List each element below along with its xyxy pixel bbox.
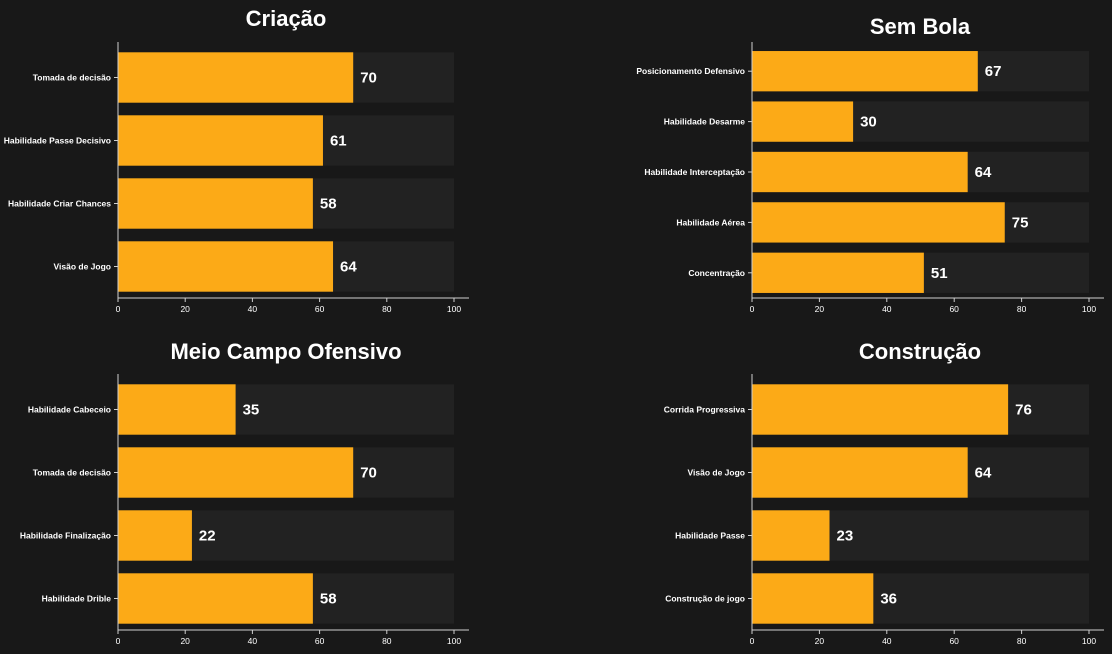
category-label: Habilidade Aérea xyxy=(676,217,745,227)
bar xyxy=(118,447,354,498)
data-label: 61 xyxy=(330,133,347,150)
bar xyxy=(118,573,313,624)
bar xyxy=(752,573,874,624)
category-label: Construção de jogo xyxy=(665,594,745,604)
data-label: 64 xyxy=(340,259,357,276)
x-tick-label: 60 xyxy=(315,304,325,314)
x-tick-label: 80 xyxy=(382,636,392,646)
x-tick-label: 0 xyxy=(116,636,121,646)
data-label: 23 xyxy=(837,528,854,545)
category-label: Habilidade Cabeceio xyxy=(28,405,111,415)
bar xyxy=(752,447,968,498)
category-label: Habilidade Passe xyxy=(675,531,745,541)
bar xyxy=(752,151,968,193)
x-tick-label: 20 xyxy=(180,304,190,314)
x-tick-label: 40 xyxy=(248,636,258,646)
data-label: 64 xyxy=(975,164,992,181)
x-tick-label: 60 xyxy=(315,636,325,646)
x-tick-label: 100 xyxy=(1082,304,1096,314)
x-tick-label: 100 xyxy=(447,304,461,314)
x-tick-label: 80 xyxy=(382,304,392,314)
data-label: 58 xyxy=(320,196,337,213)
chart-title: Sem Bola xyxy=(870,14,971,39)
x-tick-label: 40 xyxy=(882,636,892,646)
chart-title: Meio Campo Ofensivo xyxy=(170,339,401,364)
data-label: 67 xyxy=(985,63,1002,80)
x-tick-label: 20 xyxy=(180,636,190,646)
bar xyxy=(752,202,1005,243)
bar xyxy=(118,115,323,166)
category-label: Posicionamento Defensivo xyxy=(636,66,745,76)
data-label: 70 xyxy=(360,70,377,87)
data-label: 70 xyxy=(360,465,377,482)
x-tick-label: 60 xyxy=(949,304,959,314)
category-label: Habilidade Interceptação xyxy=(644,167,745,177)
bar xyxy=(752,101,854,142)
x-tick-label: 40 xyxy=(882,304,892,314)
x-tick-label: 80 xyxy=(1017,304,1027,314)
x-tick-label: 20 xyxy=(815,636,825,646)
category-label: Habilidade Passe Decisivo xyxy=(4,136,111,146)
data-label: 75 xyxy=(1012,214,1029,231)
category-label: Habilidade Finalização xyxy=(20,531,111,541)
bar xyxy=(118,178,313,229)
bar xyxy=(752,510,830,561)
category-label: Habilidade Criar Chances xyxy=(8,199,111,209)
data-label: 58 xyxy=(320,591,337,608)
x-tick-label: 40 xyxy=(248,304,258,314)
category-label: Habilidade Drible xyxy=(42,594,112,604)
bar xyxy=(118,52,354,103)
chart-panel-3: Meio Campo Ofensivo 35 Habilidade Cabeceio… xyxy=(20,339,469,646)
x-tick-label: 0 xyxy=(750,304,755,314)
category-label: Concentração xyxy=(688,268,745,278)
x-tick-label: 100 xyxy=(447,636,461,646)
x-tick-label: 80 xyxy=(1017,636,1027,646)
data-label: 51 xyxy=(931,265,948,282)
x-tick-label: 100 xyxy=(1082,636,1096,646)
chart-title: Construção xyxy=(859,339,981,364)
category-label: Habilidade Desarme xyxy=(664,117,746,127)
x-tick-label: 0 xyxy=(750,636,755,646)
category-label: Visão de Jogo xyxy=(54,262,111,272)
data-label: 35 xyxy=(243,402,260,419)
data-label: 22 xyxy=(199,528,216,545)
data-label: 30 xyxy=(860,114,877,131)
category-label: Tomada de decisão xyxy=(33,73,111,83)
bar xyxy=(118,510,192,561)
data-label: 64 xyxy=(975,465,992,482)
data-label: 36 xyxy=(880,591,897,608)
chart-panel-2: Sem Bola 67 Posicionamento Defensivo 30 Habi… xyxy=(636,14,1104,314)
category-label: Tomada de decisão xyxy=(33,468,111,478)
data-label: 76 xyxy=(1015,402,1032,419)
bar xyxy=(752,51,978,92)
x-tick-label: 0 xyxy=(116,304,121,314)
chart-panel-1: Criação 70 Tomada de decisão 61 Habilidade P… xyxy=(4,6,469,314)
bar xyxy=(118,241,334,292)
category-label: Corrida Progressiva xyxy=(664,405,746,415)
chart-panel-4: Construção 76 Corrida Progressiva 64 Visão d… xyxy=(664,339,1104,646)
x-tick-label: 20 xyxy=(815,304,825,314)
bar xyxy=(752,252,924,293)
bar xyxy=(752,384,1009,435)
category-label: Visão de Jogo xyxy=(688,468,745,478)
bar xyxy=(118,384,236,435)
chart-title: Criação xyxy=(246,6,327,31)
x-tick-label: 60 xyxy=(949,636,959,646)
